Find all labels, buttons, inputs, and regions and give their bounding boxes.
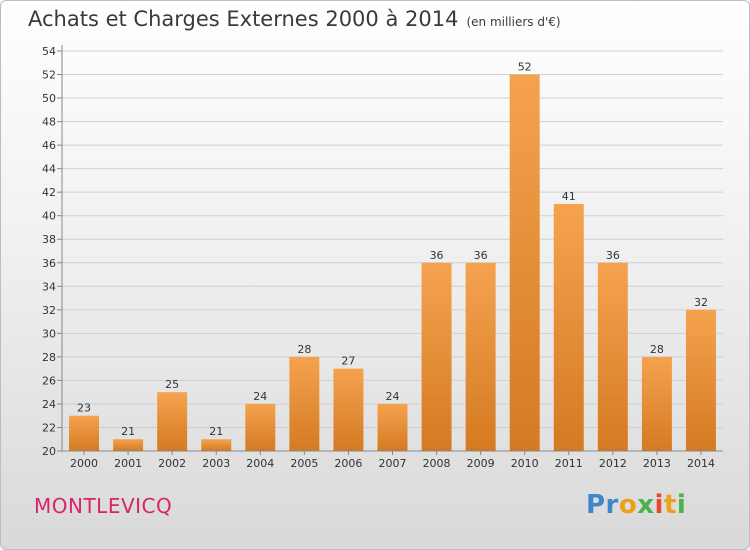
x-tick-label: 2013 [643, 457, 671, 470]
x-tick-label: 2006 [334, 457, 362, 470]
bar-value-label: 25 [165, 378, 179, 391]
bar [553, 203, 584, 451]
bar [333, 368, 364, 451]
bar [245, 403, 276, 451]
bar [597, 262, 628, 451]
y-tick-label: 28 [42, 351, 56, 364]
y-tick-label: 48 [42, 116, 56, 129]
bar [157, 392, 188, 451]
bar-value-label: 23 [77, 402, 91, 415]
bar-value-label: 24 [253, 390, 267, 403]
x-tick-label: 2007 [379, 457, 407, 470]
x-tick-label: 2012 [599, 457, 627, 470]
y-tick-label: 42 [42, 186, 56, 199]
bar-value-label: 28 [297, 343, 311, 356]
axis-layer: 20 22 24 26 28 30 32 34 36 38 40 42 44 46 48 50 52 54 2000… [42, 45, 723, 470]
chart-subtitle: (en milliers d'€) [466, 15, 561, 29]
bar-value-label: 27 [341, 355, 355, 368]
bar-value-label: 41 [562, 190, 576, 203]
bar-value-label: 32 [694, 296, 708, 309]
bar [685, 309, 716, 451]
y-tick-label: 34 [42, 280, 56, 293]
bar [289, 356, 320, 451]
commune-name: MONTLEVICQ [34, 494, 173, 518]
x-tick-label: 2000 [70, 457, 98, 470]
bar [201, 439, 232, 451]
bar [421, 262, 452, 451]
y-tick-label: 36 [42, 257, 56, 270]
x-tick-label: 2014 [687, 457, 715, 470]
y-tick-label: 52 [42, 69, 56, 82]
y-tick-label: 50 [42, 92, 56, 105]
chart-title-text: Achats et Charges Externes 2000 à 2014 [28, 7, 459, 31]
x-tick-label: 2009 [467, 457, 495, 470]
bars-layer: 23 21 25 21 24 28 27 24 36 36 52 41 36 28 32 [69, 61, 716, 451]
y-tick-label: 38 [42, 233, 56, 246]
x-tick-label: 2003 [202, 457, 230, 470]
y-tick-label: 32 [42, 304, 56, 317]
bar-value-label: 36 [474, 249, 488, 262]
y-tick-label: 40 [42, 210, 56, 223]
y-tick-label: 20 [42, 445, 56, 458]
y-tick-label: 26 [42, 374, 56, 387]
y-tick-label: 24 [42, 398, 56, 411]
y-tick-label: 54 [42, 45, 56, 58]
chart-title: Achats et Charges Externes 2000 à 2014 (e… [28, 7, 561, 31]
x-tick-label: 2002 [158, 457, 186, 470]
x-tick-label: 2005 [290, 457, 318, 470]
x-tick-label: 2001 [114, 457, 142, 470]
bar [69, 415, 100, 451]
bar-value-label: 36 [430, 249, 444, 262]
bar [113, 439, 144, 451]
x-tick-label: 2011 [555, 457, 583, 470]
x-tick-label: 2008 [423, 457, 451, 470]
bar-value-label: 52 [518, 61, 532, 74]
x-tick-label: 2004 [246, 457, 274, 470]
bar-value-label: 24 [386, 390, 400, 403]
bar-value-label: 36 [606, 249, 620, 262]
y-tick-label: 44 [42, 163, 56, 176]
bar-value-label: 28 [650, 343, 664, 356]
bar [509, 74, 540, 451]
x-tick-label: 2010 [511, 457, 539, 470]
bar-value-label: 21 [121, 425, 135, 438]
bar [377, 403, 408, 451]
y-tick-label: 30 [42, 327, 56, 340]
y-tick-label: 46 [42, 139, 56, 152]
bar [465, 262, 496, 451]
bar [641, 356, 672, 451]
bar-value-label: 21 [209, 425, 223, 438]
proxiti-logo[interactable]: Proxiti [586, 490, 687, 520]
y-tick-label: 22 [42, 421, 56, 434]
